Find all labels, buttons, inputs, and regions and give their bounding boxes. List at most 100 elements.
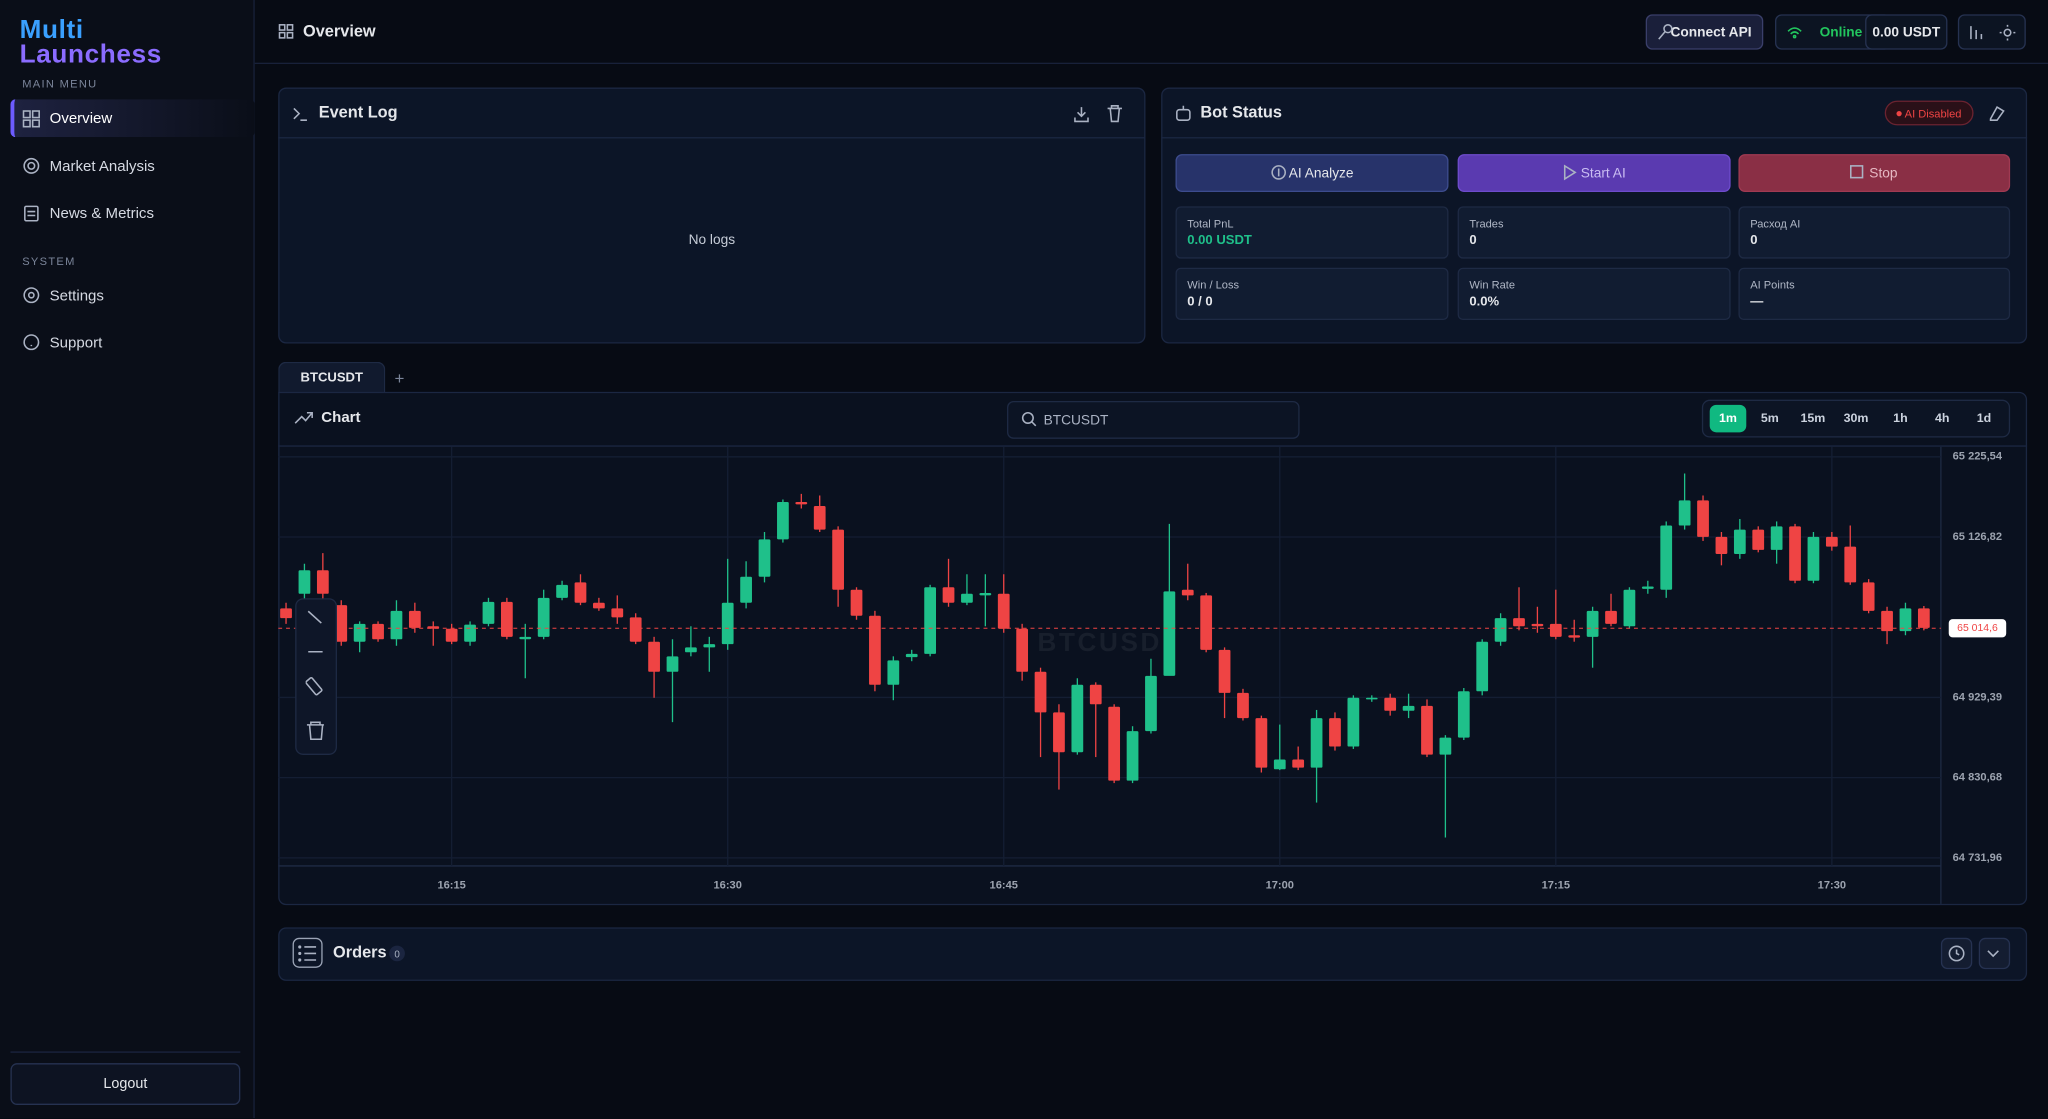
candle-body: [924, 587, 937, 654]
stat-label: Расход AI: [1750, 216, 1801, 230]
timeframe-button[interactable]: 1m: [1709, 404, 1747, 433]
candle-body: [593, 602, 605, 609]
candle-body: [316, 570, 329, 594]
candle-body: [1881, 610, 1893, 632]
drawing-tools[interactable]: [305, 609, 327, 745]
menu-item[interactable]: Market Analysis: [49, 158, 155, 175]
stop-button[interactable]: Stop: [1738, 154, 2011, 192]
candlestick-chart: 65 225,54 65 126,82 64 929,39 64 830,68 64 7…: [278, 446, 2007, 904]
timeframe-button[interactable]: 1h: [1893, 411, 1908, 426]
stat-tile: Trades 0: [1457, 206, 1731, 259]
stat-value: —: [1750, 295, 1764, 310]
candle-body: [1605, 610, 1617, 624]
candle-body: [1237, 692, 1249, 719]
candle-body: [1457, 691, 1470, 738]
candle-body: [1513, 618, 1525, 627]
candle-body: [1053, 712, 1065, 753]
menu-item[interactable]: News & Metrics: [49, 205, 154, 222]
candle-body: [1715, 536, 1728, 554]
candle-body: [1145, 675, 1157, 732]
card-title: Bot Status: [1200, 103, 1282, 122]
collapse-button[interactable]: [1978, 937, 2011, 970]
candle-body: [464, 624, 476, 642]
search-icon: [1021, 411, 1037, 427]
menu-item[interactable]: Overview: [49, 110, 113, 127]
stat-tile: Расход AI 0: [1738, 206, 2011, 259]
candle-body: [1273, 759, 1286, 770]
timeframe-button[interactable]: 1d: [1976, 411, 1992, 426]
page-title: Overview: [303, 22, 376, 41]
candle-body: [1789, 526, 1801, 581]
stat-tile: Win / Loss 0 / 0: [1175, 267, 1449, 320]
candle-body: [390, 610, 403, 640]
logo-line: Multi: [19, 15, 84, 45]
candle-body: [1310, 718, 1323, 768]
candle-body: [1844, 546, 1857, 583]
candle-body: [1016, 628, 1029, 672]
timeframe-button[interactable]: 5m: [1760, 411, 1779, 426]
candle-body: [905, 653, 918, 658]
candle-body: [482, 601, 495, 624]
candle-body: [1181, 589, 1194, 596]
candle-body: [1126, 731, 1139, 781]
candle-body: [1678, 500, 1691, 526]
event-log-card: [278, 87, 1146, 344]
card-divider: [278, 137, 1146, 139]
balance: 0.00 USDT: [1865, 14, 1948, 50]
symbol-search[interactable]: BTCUSDT: [1007, 400, 1300, 439]
timeframe-group: [1701, 399, 2011, 438]
candle-body: [1402, 705, 1415, 711]
add-tab[interactable]: +: [394, 368, 405, 388]
orders-count: 0: [389, 945, 405, 962]
stat-value: 0.0%: [1469, 295, 1500, 310]
card-divider: [278, 445, 2028, 447]
stat-tile: AI Points —: [1738, 267, 2011, 320]
candle-body: [758, 539, 771, 577]
logo: Multi Launchess: [19, 15, 162, 68]
candle-body: [1218, 649, 1231, 693]
candle-body: [556, 584, 568, 598]
symbol-tab[interactable]: BTCUSDT: [278, 361, 386, 394]
candle-body: [961, 593, 973, 603]
candle-body: [1034, 671, 1047, 713]
divider: [10, 1051, 241, 1053]
candle-body: [445, 628, 458, 642]
candle-body: [832, 529, 844, 590]
candle-body: [500, 601, 513, 637]
candle-body: [537, 597, 550, 637]
section-title: SYSTEM: [22, 254, 76, 268]
stat-value: 0.00 USDT: [1187, 233, 1252, 249]
orders-icon-lines: [298, 945, 317, 962]
x-tick-label: 17:15: [1542, 879, 1570, 891]
header-border: [254, 62, 2048, 64]
timeframe-button[interactable]: 15m: [1800, 411, 1826, 426]
candle-body: [1365, 697, 1378, 700]
candle-body: [1770, 526, 1783, 550]
y-tick-label: 64 731,96: [1953, 852, 2002, 864]
timeframe-button[interactable]: 30m: [1843, 411, 1869, 426]
candle-body: [1862, 582, 1875, 611]
orders-icon: [292, 937, 323, 968]
candle-body: [685, 647, 697, 653]
bot-status-icons: [1176, 105, 2005, 121]
candle-body: [1917, 608, 1930, 628]
candle-body: [335, 605, 348, 642]
sidebar: [0, 0, 255, 1119]
logout-button[interactable]: Logout: [10, 1063, 241, 1105]
start-ai-button[interactable]: Start AI: [1457, 154, 1731, 192]
ai-analyze-button[interactable]: AI Analyze: [1175, 154, 1449, 192]
timeframe-button[interactable]: 4h: [1934, 411, 1950, 426]
y-tick-label: 65 225,54: [1953, 451, 2003, 463]
header-tools[interactable]: [1957, 14, 2026, 50]
card-title: Chart: [321, 410, 361, 426]
history-button[interactable]: [1940, 937, 1973, 970]
event-log-icons: [293, 105, 1122, 123]
menu-item[interactable]: Settings: [49, 287, 104, 304]
candle-body: [611, 608, 624, 618]
candle-body: [1347, 697, 1360, 747]
orders-bar: [278, 927, 2028, 981]
candle-body: [372, 623, 384, 640]
button-icons: [1271, 164, 1864, 181]
menu-item[interactable]: Support: [49, 335, 103, 351]
